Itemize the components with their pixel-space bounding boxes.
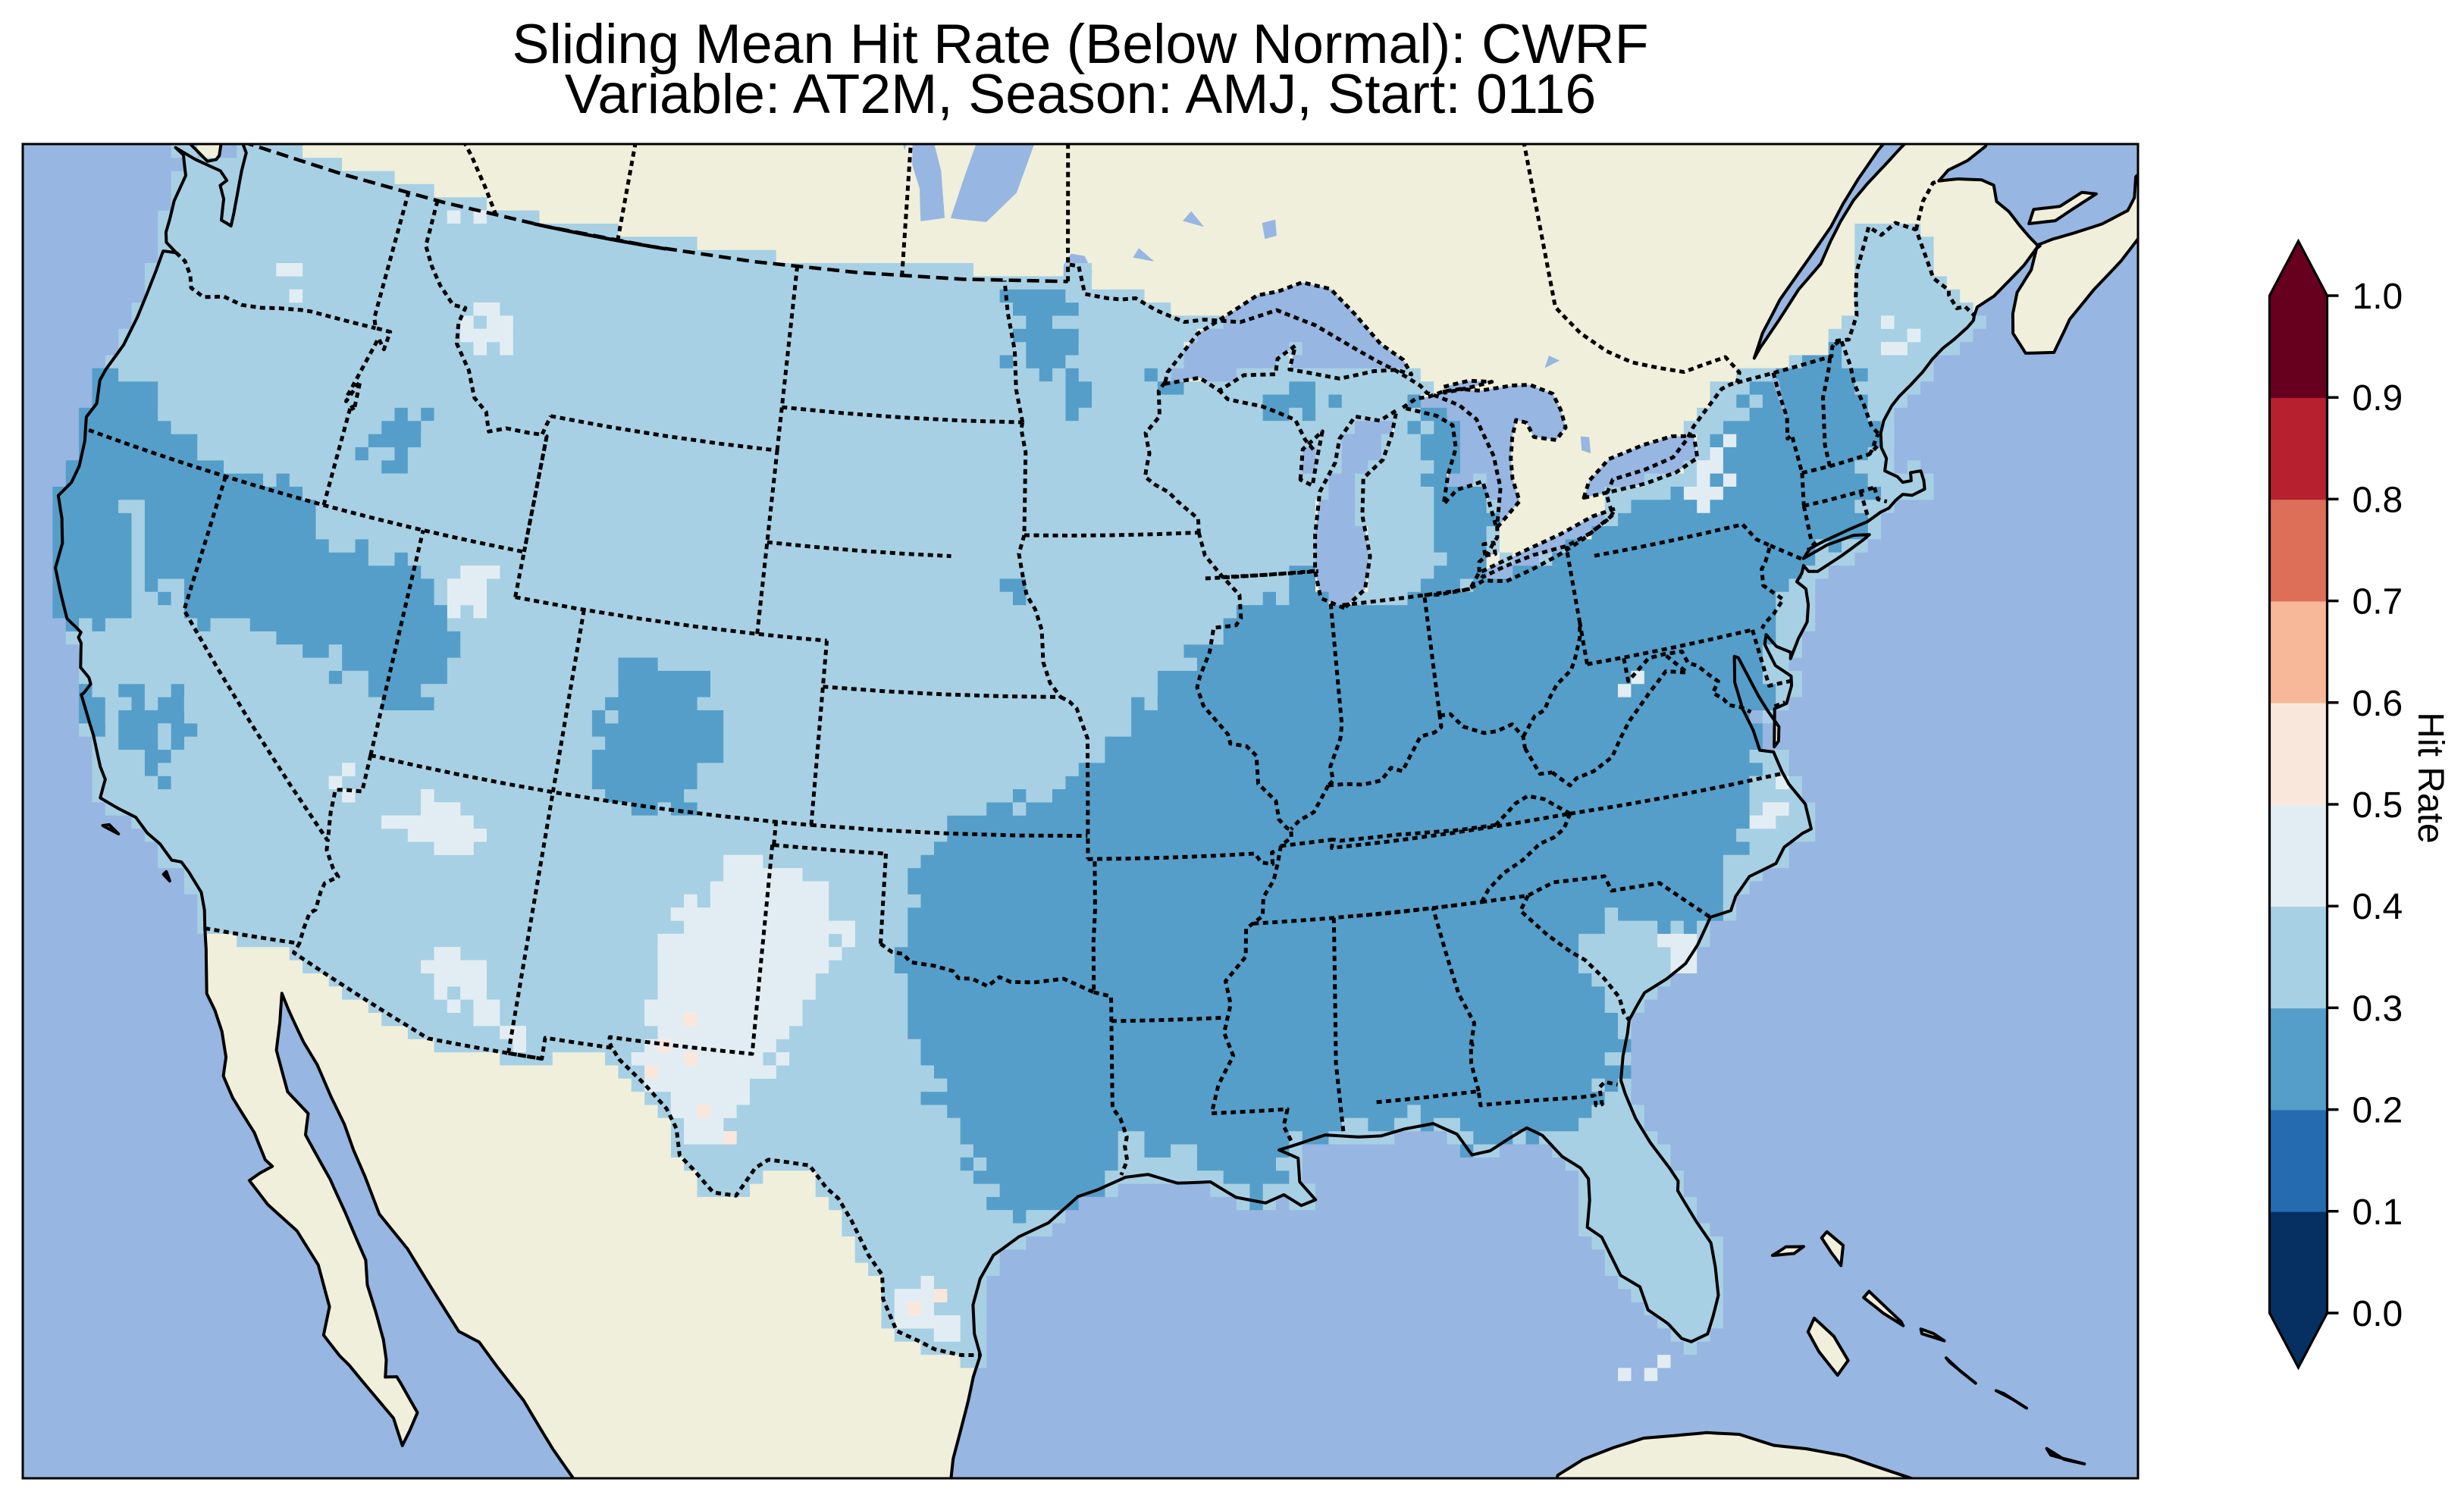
- svg-text:0.8: 0.8: [2353, 480, 2403, 520]
- svg-text:Sliding Mean Hit Rate (Below N: Sliding Mean Hit Rate (Below Normal): CW…: [513, 12, 1649, 75]
- svg-text:0.4: 0.4: [2353, 887, 2403, 927]
- svg-text:0.5: 0.5: [2353, 785, 2403, 826]
- svg-text:0.9: 0.9: [2353, 378, 2403, 418]
- svg-text:0.6: 0.6: [2353, 684, 2403, 724]
- svg-text:0.3: 0.3: [2353, 989, 2403, 1029]
- svg-text:Hit Rate: Hit Rate: [2410, 712, 2450, 843]
- svg-text:0.1: 0.1: [2353, 1192, 2403, 1233]
- svg-text:0.7: 0.7: [2353, 582, 2403, 622]
- svg-text:0.0: 0.0: [2353, 1294, 2403, 1334]
- svg-text:Variable: AT2M, Season: AMJ, S: Variable: AT2M, Season: AMJ, Start: 0116: [565, 62, 1596, 125]
- svg-text:0.2: 0.2: [2353, 1091, 2403, 1131]
- svg-text:1.0: 1.0: [2353, 277, 2403, 317]
